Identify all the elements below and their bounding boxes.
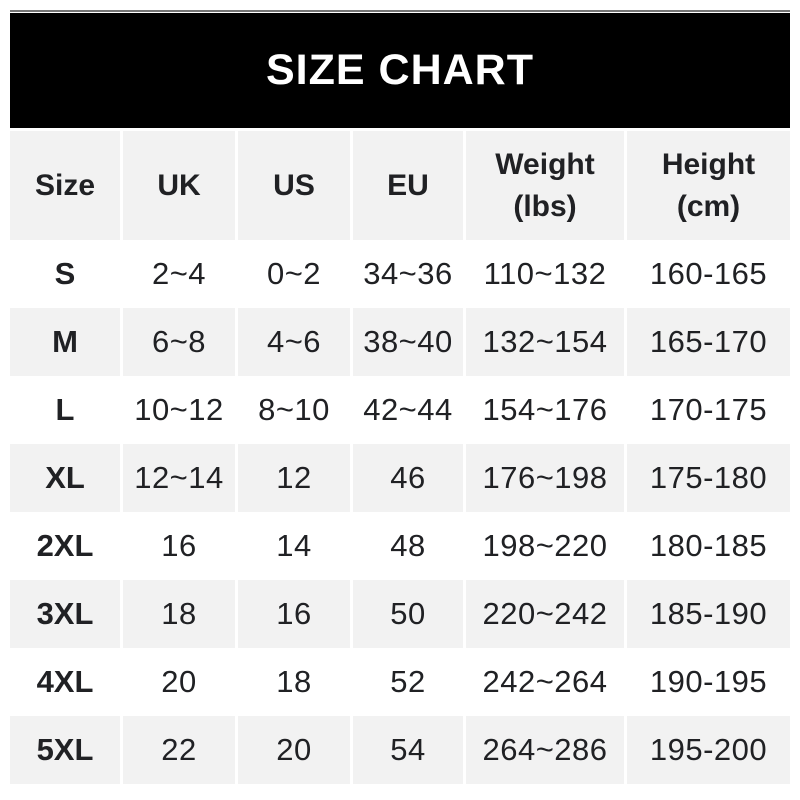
cell-l-weight_lbs: 154~176	[466, 376, 624, 444]
cell-s-weight_lbs: 110~132	[466, 240, 624, 308]
cell-l-height_cm: 170-175	[627, 376, 790, 444]
cell-5xl-weight_lbs: 264~286	[466, 716, 624, 784]
cell-xl-size: XL	[10, 444, 120, 512]
cell-2xl-us: 14	[238, 512, 350, 580]
cell-4xl-eu: 52	[353, 648, 463, 716]
cell-l-size: L	[10, 376, 120, 444]
cell-2xl-size: 2XL	[10, 512, 120, 580]
header-cell-size: Size	[10, 131, 120, 240]
header-cell-eu: EU	[353, 131, 463, 240]
cell-5xl-height_cm: 195-200	[627, 716, 790, 784]
cell-l-uk: 10~12	[123, 376, 235, 444]
cell-xl-us: 12	[238, 444, 350, 512]
cell-3xl-us: 16	[238, 580, 350, 648]
cell-m-uk: 6~8	[123, 308, 235, 376]
cell-m-size: M	[10, 308, 120, 376]
size-chart-table: Size UK US EU Weight (lbs) Height (cm) S 2~4 0~2 34…	[10, 131, 790, 784]
header-cell-weight_lbs: Weight (lbs)	[466, 131, 624, 240]
cell-5xl-us: 20	[238, 716, 350, 784]
title-banner: SIZE CHART	[10, 13, 790, 128]
cell-3xl-weight_lbs: 220~242	[466, 580, 624, 648]
cell-2xl-weight_lbs: 198~220	[466, 512, 624, 580]
cell-l-eu: 42~44	[353, 376, 463, 444]
header-cell-height_cm: Height (cm)	[627, 131, 790, 240]
cell-3xl-height_cm: 185-190	[627, 580, 790, 648]
cell-5xl-eu: 54	[353, 716, 463, 784]
cell-xl-weight_lbs: 176~198	[466, 444, 624, 512]
cell-s-eu: 34~36	[353, 240, 463, 308]
cell-3xl-uk: 18	[123, 580, 235, 648]
cell-4xl-size: 4XL	[10, 648, 120, 716]
cell-4xl-weight_lbs: 242~264	[466, 648, 624, 716]
cell-4xl-uk: 20	[123, 648, 235, 716]
cell-3xl-eu: 50	[353, 580, 463, 648]
cell-3xl-size: 3XL	[10, 580, 120, 648]
cell-xl-eu: 46	[353, 444, 463, 512]
cell-m-eu: 38~40	[353, 308, 463, 376]
cell-5xl-uk: 22	[123, 716, 235, 784]
cell-s-size: S	[10, 240, 120, 308]
cell-xl-height_cm: 175-180	[627, 444, 790, 512]
cell-4xl-height_cm: 190-195	[627, 648, 790, 716]
cell-s-height_cm: 160-165	[627, 240, 790, 308]
page-title: SIZE CHART	[266, 46, 534, 94]
header-cell-uk: UK	[123, 131, 235, 240]
cell-4xl-us: 18	[238, 648, 350, 716]
top-divider-line	[10, 10, 790, 12]
cell-2xl-eu: 48	[353, 512, 463, 580]
cell-l-us: 8~10	[238, 376, 350, 444]
cell-2xl-height_cm: 180-185	[627, 512, 790, 580]
header-cell-us: US	[238, 131, 350, 240]
cell-m-height_cm: 165-170	[627, 308, 790, 376]
cell-xl-uk: 12~14	[123, 444, 235, 512]
cell-s-us: 0~2	[238, 240, 350, 308]
cell-m-weight_lbs: 132~154	[466, 308, 624, 376]
cell-2xl-uk: 16	[123, 512, 235, 580]
cell-m-us: 4~6	[238, 308, 350, 376]
cell-5xl-size: 5XL	[10, 716, 120, 784]
cell-s-uk: 2~4	[123, 240, 235, 308]
